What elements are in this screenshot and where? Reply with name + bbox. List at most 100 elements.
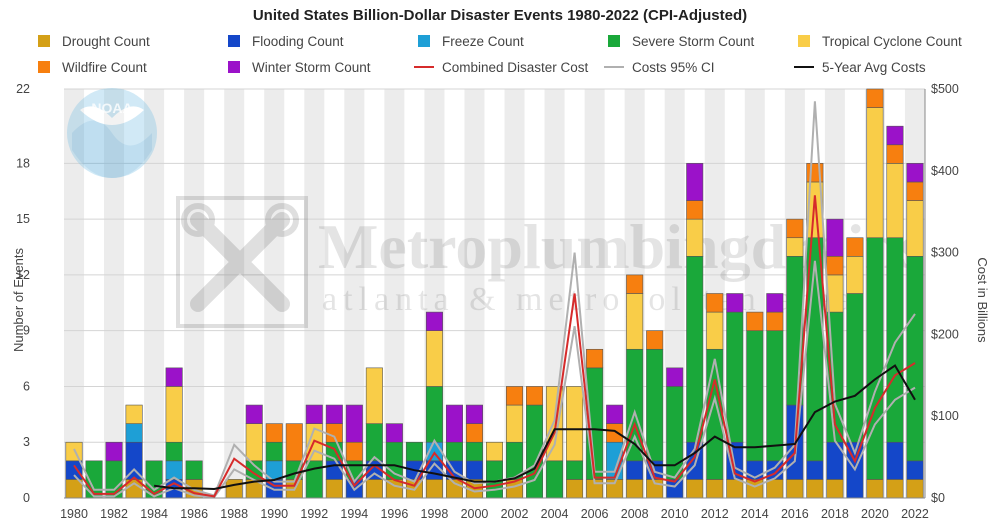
line-combined-disaster-cost xyxy=(73,195,916,498)
bar-severe-storm-count-2020 xyxy=(866,237,884,480)
y-tick-label: 18 xyxy=(16,156,30,170)
bar-tropical-cyclone-count-1995 xyxy=(365,367,383,424)
band-1990 xyxy=(264,89,285,498)
bar-tropical-cyclone-count-2016 xyxy=(786,237,804,257)
legend-swatch xyxy=(228,35,240,47)
bar-drought-count-2015 xyxy=(766,479,784,499)
y2-axis-title: Cost in Billions xyxy=(975,257,990,343)
bar-wildfire-count-2000 xyxy=(465,423,483,443)
bar-tropical-cyclone-count-2005 xyxy=(566,386,584,462)
y2-tick-label: $200 xyxy=(931,327,959,341)
bar-winter-storm-count-2022 xyxy=(906,163,924,183)
band-1992 xyxy=(304,89,325,498)
bar-tropical-cyclone-count-2002 xyxy=(506,404,524,443)
x-tick-label: 2016 xyxy=(781,507,809,521)
y2-tick-label: $100 xyxy=(931,409,959,423)
legend-item-drought-count: Drought Count xyxy=(38,34,150,49)
x-tick-label: 1996 xyxy=(380,507,408,521)
bar-severe-storm-count-1990 xyxy=(265,441,283,462)
bar-drought-count-2013 xyxy=(726,479,744,499)
legend-label: Costs 95% CI xyxy=(632,60,715,75)
bar-severe-storm-count-1999 xyxy=(445,441,463,462)
bar-drought-count-2022 xyxy=(906,479,924,499)
y2-tick-label: $500 xyxy=(931,82,959,96)
bar-severe-storm-count-1997 xyxy=(405,441,423,462)
bar-severe-storm-count-2004 xyxy=(546,460,564,499)
bar-winter-storm-count-2010 xyxy=(666,367,684,387)
bar-winter-storm-count-2018 xyxy=(826,218,844,257)
x-tick-label: 2014 xyxy=(741,507,769,521)
y2-tick-label: $400 xyxy=(931,164,959,178)
x-tick-label: 1988 xyxy=(220,507,248,521)
bar-wildfire-count-2016 xyxy=(786,218,804,239)
watermark-wrench-icon xyxy=(176,196,308,328)
bar-tropical-cyclone-count-2011 xyxy=(686,218,704,257)
x-tick-label: 1980 xyxy=(60,507,88,521)
y-axis-title: Number of Events xyxy=(11,247,26,352)
legend-item-5-year-avg-costs: 5-Year Avg Costs xyxy=(794,60,926,75)
bar-drought-count-2021 xyxy=(886,479,904,499)
bar-flooding-count-2022 xyxy=(906,460,924,480)
x-tick-label: 2008 xyxy=(621,507,649,521)
legend-label: Drought Count xyxy=(62,34,150,49)
bar-winter-storm-count-2013 xyxy=(726,293,744,313)
bar-drought-count-1993 xyxy=(325,479,343,499)
bar-wildfire-count-2012 xyxy=(706,293,724,313)
legend-swatch xyxy=(798,35,810,47)
y-tick-label: 0 xyxy=(23,491,30,505)
legend: Drought Count Flooding Count Freeze Count S… xyxy=(38,34,962,75)
x-tick-label: 1982 xyxy=(100,507,128,521)
axes: 0 3 6 9 12 15 18 22 $0 $100 $200 $300 $400 $500 1980 19… xyxy=(16,82,959,521)
bar-flooding-count-2021 xyxy=(886,441,904,480)
bar-drought-count-1998 xyxy=(425,479,443,499)
legend-item-tropical-cyclone-count: Tropical Cyclone Count xyxy=(798,34,962,49)
bar-severe-storm-count-2022 xyxy=(906,256,924,462)
x-tick-label: 1998 xyxy=(421,507,449,521)
legend-item-combined-disaster-cost: Combined Disaster Cost xyxy=(414,60,589,75)
y-tick-label: 12 xyxy=(16,268,30,282)
bar-wildfire-count-1994 xyxy=(345,441,363,462)
bar-wildfire-count-2021 xyxy=(886,144,904,164)
legend-swatch xyxy=(608,35,620,47)
bar-wildfire-count-2002 xyxy=(506,386,524,406)
bar-tropical-cyclone-count-1989 xyxy=(245,423,263,462)
bar-severe-storm-count-1998 xyxy=(425,386,443,443)
band-1996 xyxy=(384,89,405,498)
x-tick-label: 2022 xyxy=(901,507,929,521)
bar-wildfire-count-2015 xyxy=(766,311,784,331)
bar-drought-count-2012 xyxy=(706,479,724,499)
bar-wildfire-count-1993 xyxy=(325,423,343,443)
bar-severe-storm-count-2014 xyxy=(746,330,764,462)
chart-title: United States Billion-Dollar Disaster Ev… xyxy=(253,7,747,24)
bar-winter-storm-count-2000 xyxy=(465,404,483,424)
bar-winter-storm-count-1999 xyxy=(445,404,463,443)
legend-item-flooding-count: Flooding Count xyxy=(228,34,344,49)
bar-drought-count-2016 xyxy=(786,479,804,499)
bar-drought-count-2020 xyxy=(866,479,884,499)
x-tick-label: 2004 xyxy=(541,507,569,521)
bar-drought-count-2017 xyxy=(806,479,824,499)
bar-severe-storm-count-2000 xyxy=(465,441,483,462)
bar-severe-storm-count-2009 xyxy=(646,348,664,462)
noaa-logo-icon xyxy=(67,88,157,178)
bar-flooding-count-1993 xyxy=(325,460,343,480)
bar-wildfire-count-2020 xyxy=(866,88,884,108)
bar-wildfire-count-1990 xyxy=(265,423,283,443)
bar-winter-storm-count-1993 xyxy=(325,404,343,424)
noaa-logo-text: NOAA xyxy=(91,100,132,116)
bar-flooding-count-2000 xyxy=(465,460,483,480)
bar-tropical-cyclone-count-1985 xyxy=(165,386,183,443)
bar-wildfire-count-2003 xyxy=(526,386,544,406)
bar-wildfire-count-2018 xyxy=(826,256,844,276)
bar-winter-storm-count-1998 xyxy=(425,311,443,331)
x-tick-label: 2002 xyxy=(501,507,529,521)
bar-drought-count-2018 xyxy=(826,479,844,499)
x-tick-label: 1984 xyxy=(140,507,168,521)
legend-item-winter-storm-count: Winter Storm Count xyxy=(228,60,371,75)
bar-wildfire-count-2006 xyxy=(586,348,604,369)
bars xyxy=(65,88,924,499)
bar-severe-storm-count-1995 xyxy=(365,423,383,462)
x-tick-label: 2020 xyxy=(861,507,889,521)
bar-severe-storm-count-2021 xyxy=(886,237,904,443)
